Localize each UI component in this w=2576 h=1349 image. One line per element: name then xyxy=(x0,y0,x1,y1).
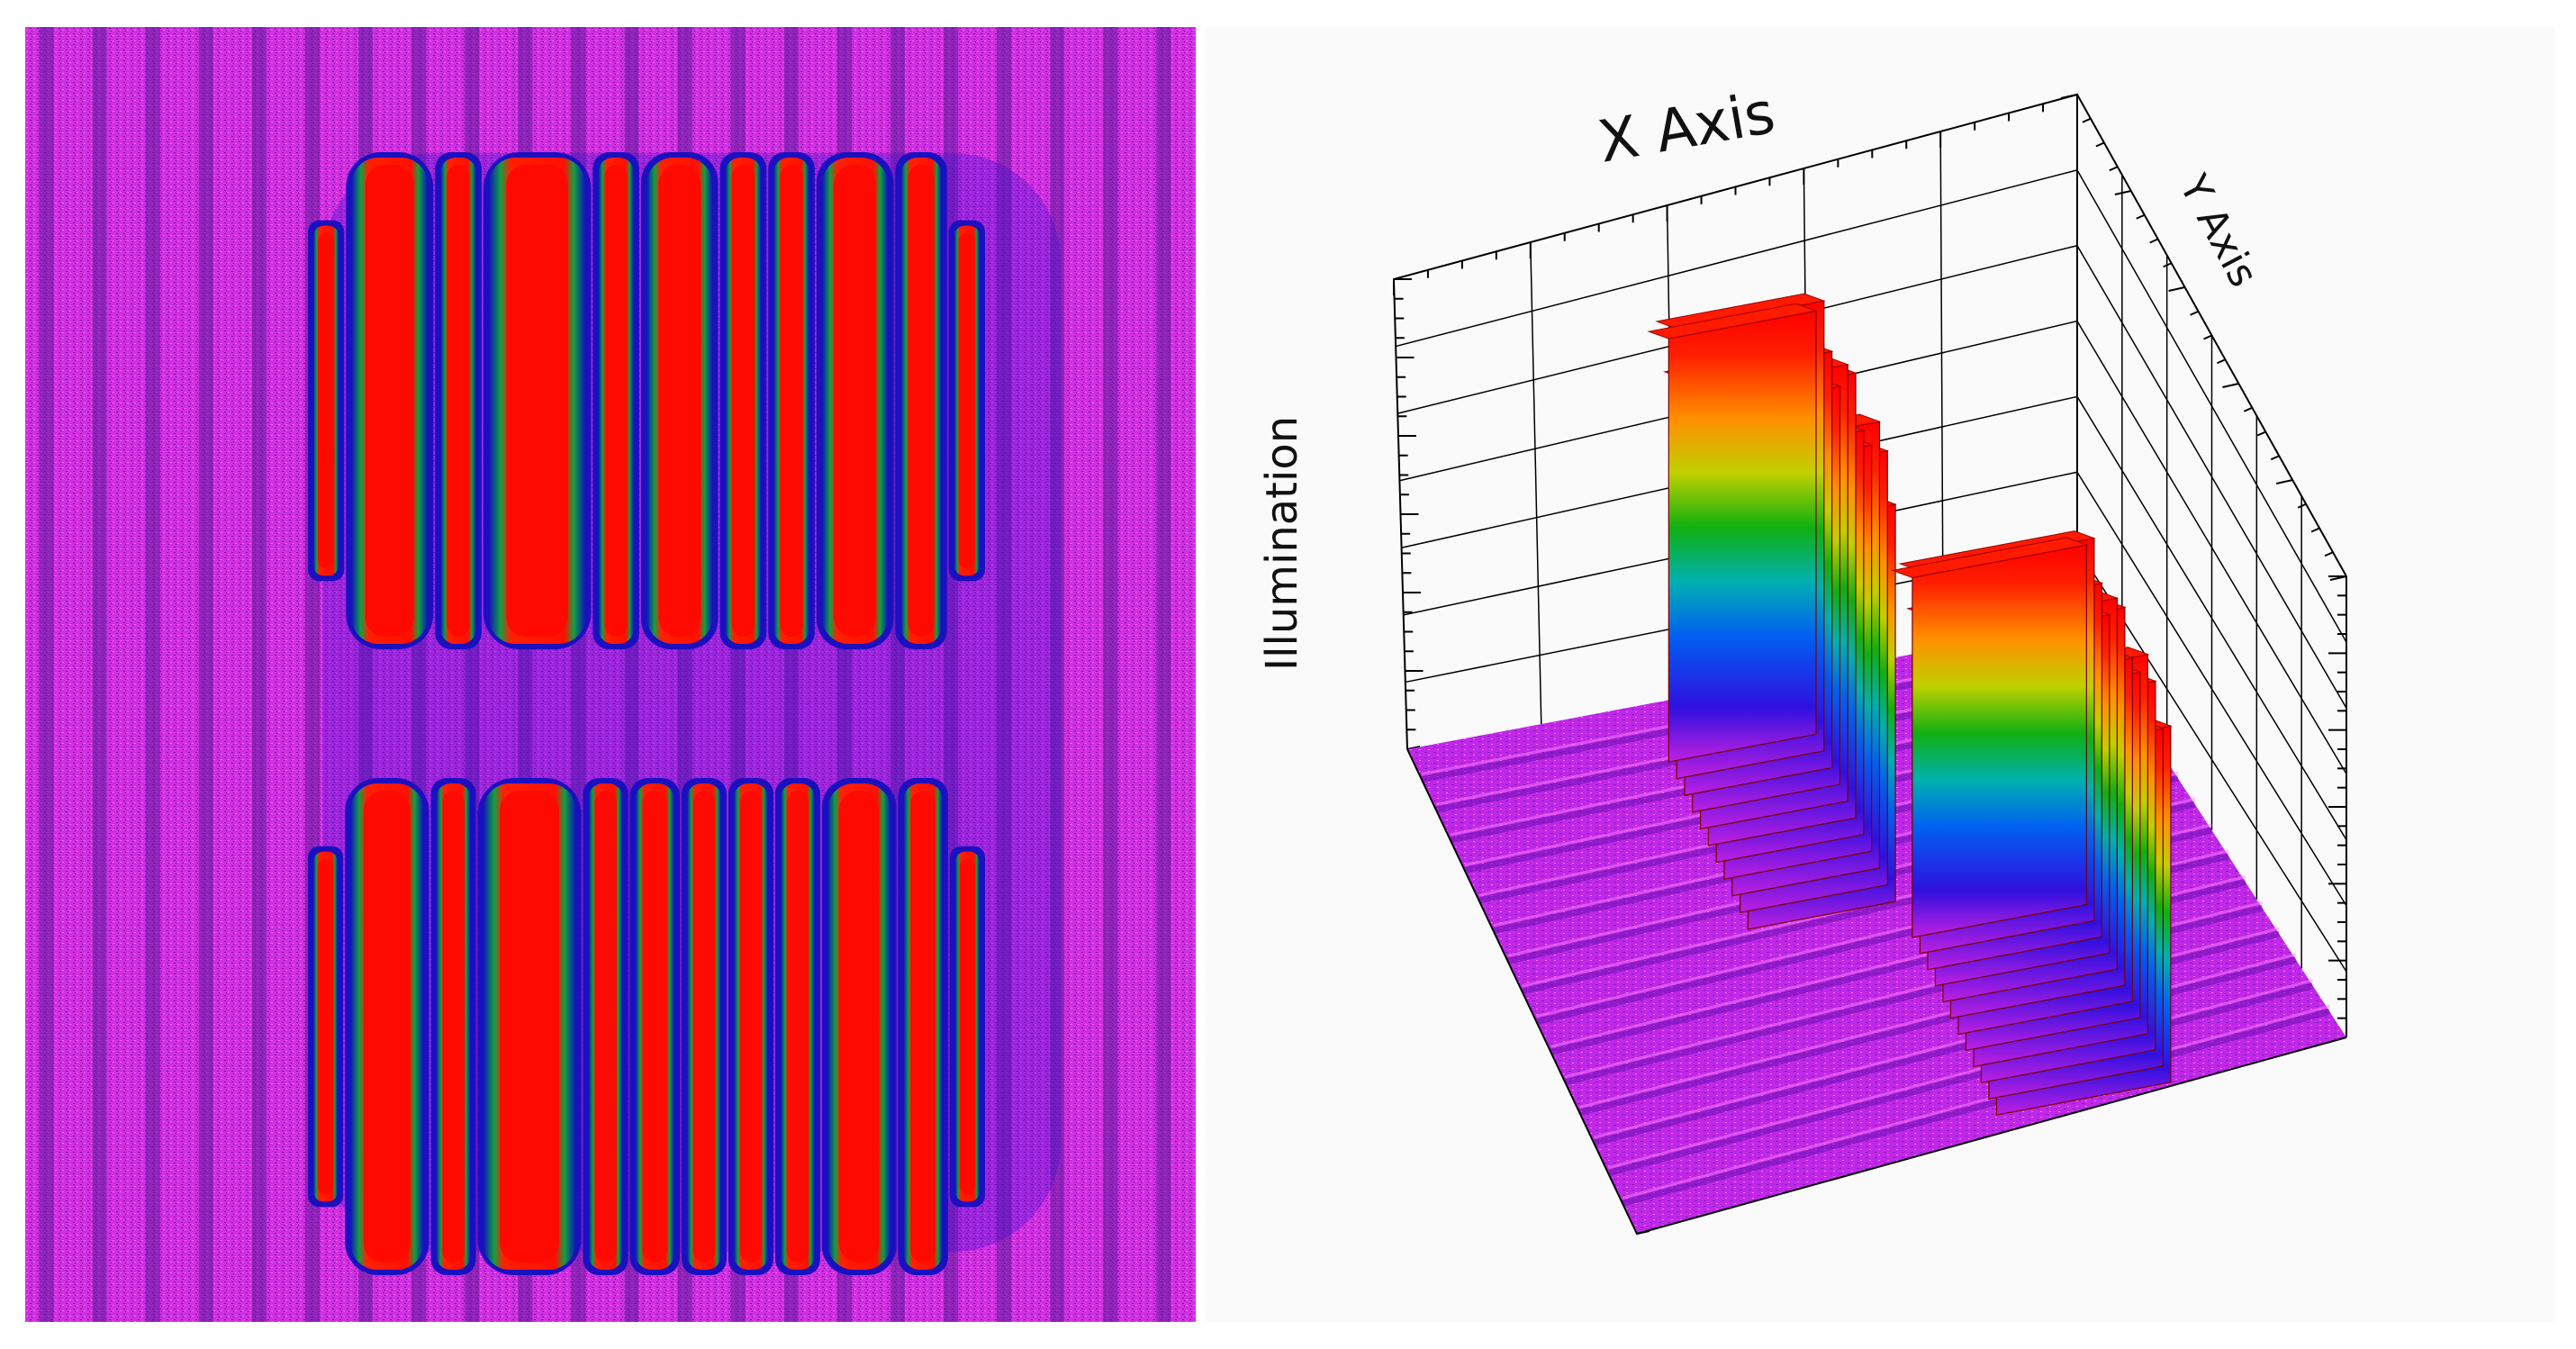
y-tick xyxy=(1406,746,1421,750)
y-tick xyxy=(2114,190,2132,195)
map-block-core xyxy=(908,165,935,637)
floor-ripple xyxy=(1607,982,2314,1177)
map-block-core xyxy=(365,165,414,637)
right-wall-gridline xyxy=(2076,396,2347,840)
map-stripe xyxy=(39,27,54,1322)
y-tick xyxy=(2203,334,2212,340)
map-block-core xyxy=(838,791,880,1263)
y-tick xyxy=(2270,455,2280,461)
back-wall-gridline xyxy=(1395,169,2078,348)
y-tick xyxy=(2275,479,2293,484)
intensity-map-panel xyxy=(25,27,1196,1322)
right-wall-gridline xyxy=(2076,245,2347,709)
map-block-core xyxy=(958,232,975,569)
y-tick xyxy=(2149,238,2159,244)
y-tick xyxy=(2095,141,2105,148)
back-wall-gridline xyxy=(1530,241,1542,725)
map-block-core xyxy=(731,165,755,637)
ridge-block-back xyxy=(1647,293,1897,930)
ridge-top xyxy=(1891,537,2089,578)
map-stripe xyxy=(198,27,213,1322)
map-stripe xyxy=(1050,27,1065,1322)
map-block-core xyxy=(594,791,617,1263)
y-tick xyxy=(2222,383,2239,388)
map-blocks xyxy=(308,152,985,1275)
floor-ripple xyxy=(1593,956,2297,1146)
map-block-core xyxy=(442,791,465,1263)
map-block-core xyxy=(604,165,628,637)
floor-ripple xyxy=(1622,1008,2331,1207)
y-tick xyxy=(2243,406,2253,412)
right-wall-gridline xyxy=(2076,169,2347,643)
map-block-core xyxy=(959,858,976,1195)
map-block-core xyxy=(834,165,877,637)
right-wall-gridline xyxy=(2076,321,2347,774)
floor-ripple-highlight xyxy=(1593,953,2297,1139)
y-tick xyxy=(2109,166,2119,172)
y-tick xyxy=(2217,358,2226,365)
map-block-core xyxy=(739,791,763,1263)
map-block-core xyxy=(786,791,809,1263)
map-block-core xyxy=(500,791,560,1263)
y-tick xyxy=(2329,575,2347,581)
y-tick xyxy=(2297,502,2307,509)
y-tick xyxy=(2082,117,2092,123)
map-stripe xyxy=(997,27,1012,1322)
map-block-core xyxy=(658,165,701,637)
y-tick xyxy=(2256,430,2266,437)
floor-front-edge xyxy=(1406,748,2347,1236)
map-block-core xyxy=(692,791,716,1263)
map-stripe xyxy=(251,27,267,1322)
ridge-block-front xyxy=(1891,530,2173,1116)
plot-box-front xyxy=(1406,748,2347,1236)
right-wall-gridline xyxy=(2076,471,2347,907)
map-block-core xyxy=(317,858,334,1195)
map-stripe xyxy=(1156,27,1171,1322)
map-block-core xyxy=(318,232,335,569)
y-tick xyxy=(2136,213,2146,220)
map-stripe xyxy=(92,27,107,1322)
surface-plot-panel: X Axis Y Axis Illumination xyxy=(1205,27,2555,1322)
floor-ripple-highlight xyxy=(1622,1004,2330,1200)
floor-ripple-highlight xyxy=(1607,979,2314,1170)
ridge-top xyxy=(1647,303,1818,340)
map-stripe xyxy=(145,27,160,1322)
y-tick xyxy=(2310,527,2320,533)
y-tick xyxy=(2168,286,2185,292)
y-tick xyxy=(2190,310,2199,316)
map-block-core xyxy=(780,165,803,637)
z-axis-title: Illumination xyxy=(1257,416,1307,671)
y-tick xyxy=(2324,551,2334,557)
map-block-core xyxy=(642,791,668,1263)
map-block-core xyxy=(363,791,411,1263)
map-block-core xyxy=(910,791,936,1263)
ridge-slab xyxy=(1912,544,2087,938)
y-tick xyxy=(2163,262,2173,268)
ridge-slab xyxy=(1668,310,1817,763)
y-tick xyxy=(2060,94,2078,99)
map-stripe xyxy=(1103,27,1118,1322)
map-block-core xyxy=(447,165,470,637)
map-block-core xyxy=(506,165,569,637)
